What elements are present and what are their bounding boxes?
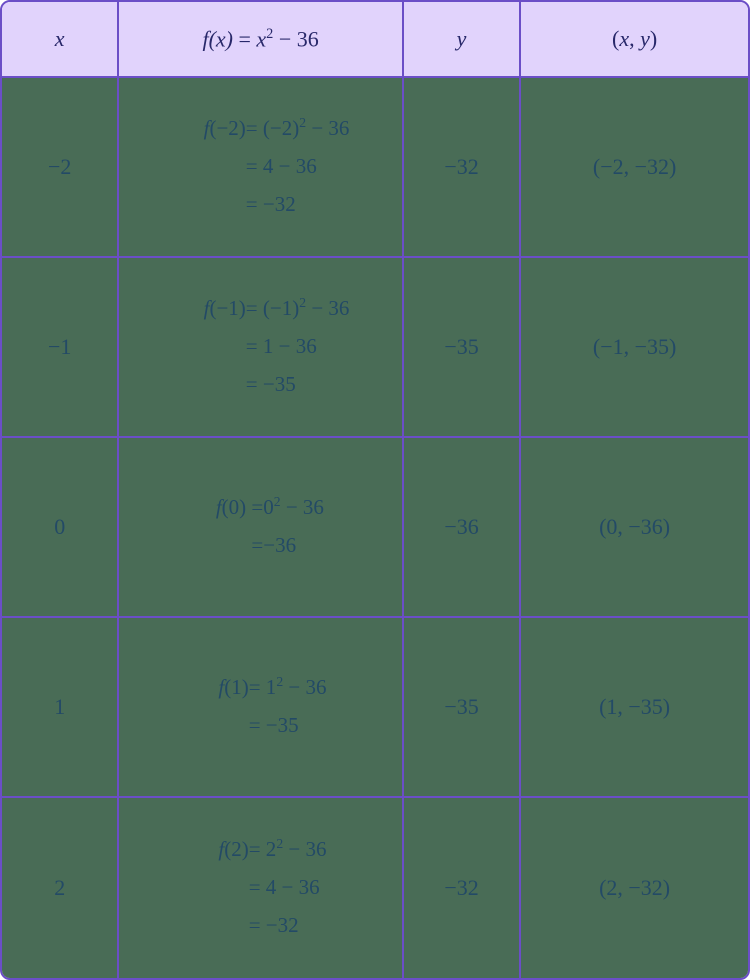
table-row: 1 f(1) = 12 − 36= −35 −35 (1, −35) <box>2 618 748 798</box>
calculation: f(−2) = (−2)2 − 36= 4 − 36= −32 <box>172 110 350 223</box>
cell-xy: (0, −36) <box>521 438 748 618</box>
cell-x: −1 <box>2 258 119 438</box>
x-value: −1 <box>48 334 71 360</box>
calc-line: = 4 − 36 <box>203 869 327 907</box>
calc-line: = 1 − 36 <box>180 328 350 366</box>
x-value: 2 <box>54 875 65 901</box>
cell-fx: f(2) = 22 − 36= 4 − 36= −32 <box>119 798 403 978</box>
xy-value: (−2, −32) <box>593 154 676 180</box>
calc-line: = −35 <box>203 707 327 745</box>
cell-x: −2 <box>2 78 119 258</box>
cell-y: −36 <box>404 438 521 618</box>
header-fx: f(x) = x2 − 36 <box>119 2 403 78</box>
calc-line: = 4 − 36 <box>180 148 350 186</box>
calc-line: f(1) = 12 − 36 <box>203 669 327 707</box>
y-value: −35 <box>444 694 478 720</box>
y-value: −36 <box>444 514 478 540</box>
calc-line: f(−2) = (−2)2 − 36 <box>180 110 350 148</box>
cell-xy: (−2, −32) <box>521 78 748 258</box>
header-x: x <box>2 2 119 78</box>
cell-fx: f(−2) = (−2)2 − 36= 4 − 36= −32 <box>119 78 403 258</box>
cell-fx: f(0) =02 − 36= −36 <box>119 438 403 618</box>
calc-line: f(0) =02 − 36 <box>205 489 324 527</box>
calculation: f(1) = 12 − 36= −35 <box>195 669 327 745</box>
header-xy-label: (x, y) <box>612 26 657 52</box>
y-value: −35 <box>444 334 478 360</box>
x-value: 0 <box>54 514 65 540</box>
cell-y: −35 <box>404 258 521 438</box>
cell-xy: (1, −35) <box>521 618 748 798</box>
cell-y: −32 <box>404 798 521 978</box>
xy-value: (2, −32) <box>599 875 670 901</box>
cell-fx: f(1) = 12 − 36= −35 <box>119 618 403 798</box>
cell-x: 0 <box>2 438 119 618</box>
header-fx-label: f(x) = x2 − 36 <box>202 26 318 52</box>
calc-line: f(2) = 22 − 36 <box>203 831 327 869</box>
calc-line: f(−1) = (−1)2 − 36 <box>180 290 350 328</box>
header-y-label: y <box>457 26 467 52</box>
calc-line: = −36 <box>205 527 324 565</box>
table-row: 2 f(2) = 22 − 36= 4 − 36= −32 −32 (2, −32) <box>2 798 748 978</box>
table-row: 0 f(0) =02 − 36= −36 −36 (0, −36) <box>2 438 748 618</box>
header-y: y <box>404 2 521 78</box>
y-value: −32 <box>444 875 478 901</box>
x-value: 1 <box>54 694 65 720</box>
x-value: −2 <box>48 154 71 180</box>
cell-y: −35 <box>404 618 521 798</box>
xy-value: (0, −36) <box>599 514 670 540</box>
function-table: x f(x) = x2 − 36 y (x, y) −2 f(−2) = (−2)… <box>0 0 750 980</box>
y-value: −32 <box>444 154 478 180</box>
cell-y: −32 <box>404 78 521 258</box>
calc-line: = −32 <box>180 186 350 224</box>
table-row: −2 f(−2) = (−2)2 − 36= 4 − 36= −32 −32 (−2,… <box>2 78 748 258</box>
cell-xy: (2, −32) <box>521 798 748 978</box>
xy-value: (−1, −35) <box>593 334 676 360</box>
calculation: f(−1) = (−1)2 − 36= 1 − 36= −35 <box>172 290 350 403</box>
cell-x: 1 <box>2 618 119 798</box>
cell-fx: f(−1) = (−1)2 − 36= 1 − 36= −35 <box>119 258 403 438</box>
header-xy: (x, y) <box>521 2 748 78</box>
calc-line: = −32 <box>203 907 327 945</box>
table-body: −2f(−2) = (−2)2 − 36= 4 − 36= −32−32(−2,… <box>2 78 748 978</box>
table-row: −1 f(−1) = (−1)2 − 36= 1 − 36= −35 −35 (−1,… <box>2 258 748 438</box>
cell-xy: (−1, −35) <box>521 258 748 438</box>
calculation: f(2) = 22 − 36= 4 − 36= −32 <box>195 831 327 944</box>
calc-line: = −35 <box>180 366 350 404</box>
calculation: f(0) =02 − 36= −36 <box>197 489 324 565</box>
xy-value: (1, −35) <box>599 694 670 720</box>
cell-x: 2 <box>2 798 119 978</box>
table-header-row: x f(x) = x2 − 36 y (x, y) <box>2 2 748 78</box>
header-x-label: x <box>55 26 65 52</box>
